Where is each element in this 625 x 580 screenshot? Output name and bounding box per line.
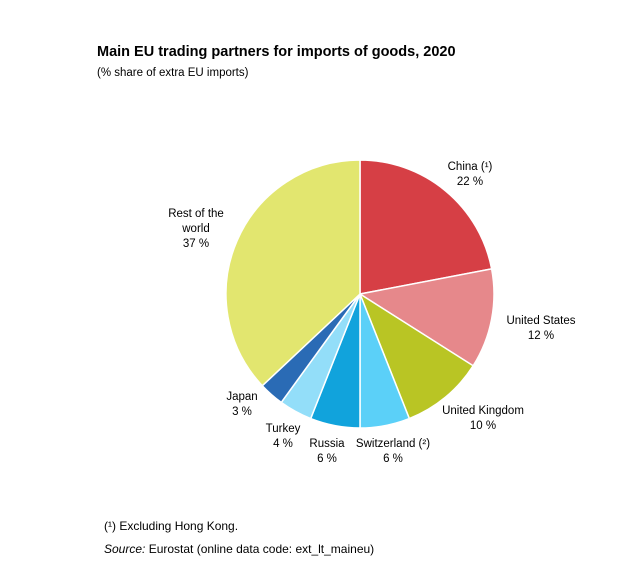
slice-label-switzerland: Switzerland (²) 6 % [356, 438, 430, 465]
source-note: Source: Eurostat (online data code: ext_… [104, 542, 374, 556]
slice-label-russia: Russia 6 % [309, 438, 345, 465]
source-text: Eurostat (online data code: ext_lt_maine… [145, 542, 375, 556]
pie-slice-china [359, 159, 493, 295]
slice-label-united-states: United States 12 % [506, 315, 575, 342]
slice-label-turkey: Turkey 4 % [266, 423, 301, 450]
source-label: Source: [104, 542, 146, 556]
slice-label-china: China (¹) 22 % [448, 161, 493, 188]
chart-subtitle: (% share of extra EU imports) [97, 67, 249, 79]
footnote: (¹) Excluding Hong Kong. [104, 519, 239, 533]
pie-slice-united-kingdom [358, 292, 475, 420]
pie-slice-united-states [357, 268, 495, 367]
slice-label-united-kingdom: United Kingdom 10 % [442, 405, 524, 432]
slice-label-japan: Japan 3 % [226, 391, 257, 418]
slice-label-rest-of-the-world: Rest of the world 37 % [168, 208, 224, 250]
pie-slice-rest-of-the-world [225, 159, 361, 387]
chart-title: Main EU trading partners for imports of … [97, 44, 456, 60]
